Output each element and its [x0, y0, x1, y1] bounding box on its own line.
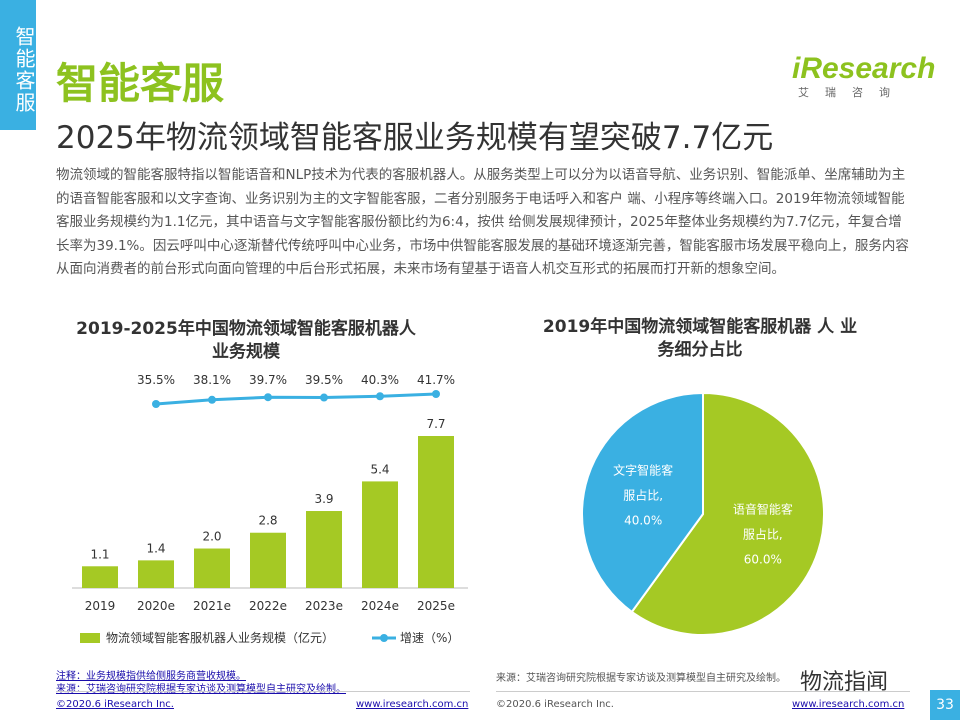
growth-point [320, 393, 328, 402]
bar-value-label: 2.8 [258, 514, 277, 528]
url-left[interactable]: www.iresearch.com.cn [356, 699, 469, 710]
bar-value-label: 1.4 [146, 541, 165, 555]
pie-label: 服占比, [743, 526, 783, 541]
source-right: 来源：艾瑞咨询研究院根据专家访谈及测算模型自主研究及绘制。 [496, 673, 786, 684]
growth-point [264, 393, 272, 402]
growth-label: 40.3% [361, 373, 399, 387]
bar-chart-title: 2019-2025年中国物流领域智能客服机器人 业务规模 [76, 319, 416, 362]
side-tab: 智能客服 [0, 0, 36, 130]
bar [82, 566, 118, 588]
growth-point [432, 390, 440, 398]
intro-paragraph: 物流领域的智能客服特指以智能语音和NLP技术为代表的客服机器人。从服务类型上可以… [56, 167, 909, 277]
pie-slice [630, 391, 825, 636]
footnote: 注释：业务规模指供给侧服务商营收规模。 [56, 671, 246, 682]
bar [194, 548, 230, 588]
growth-label: 38.1% [193, 373, 231, 387]
section-title: 智能客服 [56, 59, 225, 108]
watermark: 物流指闻 [800, 670, 889, 695]
source-left: 来源：艾瑞咨询研究院根据专家访谈及测算模型自主研究及绘制。 [56, 684, 346, 695]
bar [418, 436, 454, 588]
bar [362, 481, 398, 588]
footer-divider-right [496, 691, 910, 692]
x-tick-label: 2022e [249, 599, 287, 613]
bar [250, 532, 286, 588]
bar-value-label: 2.0 [202, 530, 221, 544]
growth-point [152, 400, 160, 408]
pie-label: 40.0% [624, 514, 662, 528]
legend-line-marker [380, 634, 388, 642]
pie-label: 文字智能客 [613, 463, 673, 478]
growth-point [376, 392, 384, 401]
x-tick-label: 2021e [193, 599, 231, 613]
bar-value-label: 7.7 [426, 417, 445, 431]
iresearch-logo: iResearch 艾瑞咨询 [792, 52, 936, 100]
pie-label: 服占比, [623, 488, 663, 503]
growth-label: 35.5% [137, 373, 175, 387]
x-tick-label: 2023e [305, 599, 343, 613]
bar [306, 511, 342, 588]
growth-label: 41.7% [417, 373, 455, 387]
legend-bar-swatch [80, 633, 100, 643]
copyright-right: ©2020.6 iResearch Inc. [496, 699, 614, 710]
x-tick-label: 2020e [137, 599, 175, 613]
pie-chart-title: 2019年中国物流领域智能客服机器 人 业务细分占比 [542, 317, 858, 360]
bar [138, 560, 174, 588]
logo-sub-text: 艾瑞咨询 [798, 86, 906, 99]
pie-label: 60.0% [744, 552, 782, 566]
x-tick-label: 2024e [361, 599, 399, 613]
page-number: 33 [930, 690, 960, 720]
bar-value-label: 3.9 [314, 492, 333, 506]
growth-line [155, 392, 437, 406]
pie-label: 语音智能客 [733, 501, 793, 516]
headline: 2025年物流领域智能客服业务规模有望突破7.7亿元 [56, 120, 774, 156]
footer-divider-left [56, 691, 470, 692]
pie-slice [581, 391, 704, 614]
copyright-left: ©2020.6 iResearch Inc. [56, 699, 174, 710]
logo-main-text: iResearch [792, 52, 936, 85]
bar-value-label: 1.1 [90, 547, 109, 561]
legend-line-label: 增速（%） [400, 631, 459, 645]
x-tick-label: 2025e [417, 599, 455, 613]
url-right[interactable]: www.iresearch.com.cn [792, 699, 905, 710]
growth-label: 39.5% [305, 373, 343, 387]
x-tick-label: 2019 [85, 599, 116, 613]
legend-bar-label: 物流领域智能客服机器人业务规模（亿元） [106, 630, 334, 645]
growth-point [208, 395, 216, 404]
growth-label: 39.7% [249, 373, 287, 387]
bar-value-label: 5.4 [370, 462, 389, 476]
